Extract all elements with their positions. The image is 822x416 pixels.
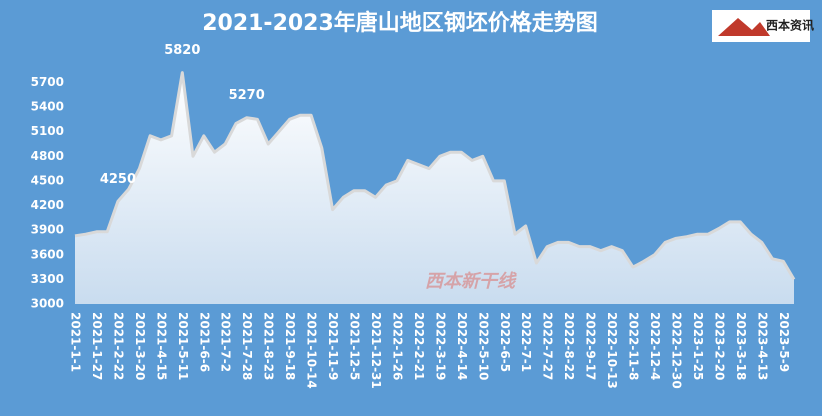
x-tick-label: 2022-7-27 [541, 312, 555, 380]
x-tick-label: 2021-5-11 [176, 312, 190, 380]
y-tick-label: 3600 [31, 247, 64, 261]
x-tick-label: 2021-8-23 [262, 312, 276, 380]
watermark: 西本新干线 [425, 271, 517, 292]
x-tick-label: 2022-4-14 [455, 312, 469, 380]
x-tick-label: 2023-5-9 [777, 312, 791, 372]
y-tick-label: 5400 [31, 100, 64, 114]
chart-title: 2021-2023年唐山地区钢坯价格走势图 [202, 10, 598, 36]
x-tick-label: 2022-10-13 [605, 312, 619, 389]
x-tick-label: 2022-11-8 [627, 312, 641, 380]
x-tick-label: 2022-1-26 [390, 312, 404, 380]
y-tick-label: 3900 [31, 223, 64, 237]
x-tick-label: 2023-2-20 [712, 312, 726, 380]
x-tick-label: 2022-12-30 [669, 312, 683, 389]
annotation: 5820 [164, 43, 200, 58]
x-tick-label: 2021-1-1 [69, 312, 83, 372]
x-tick-label: 2023-1-25 [691, 312, 705, 380]
x-tick-label: 2021-7-28 [240, 312, 254, 380]
x-tick-label: 2021-12-31 [369, 312, 383, 389]
x-tick-label: 2022-7-1 [519, 312, 533, 372]
annotation: 5270 [229, 88, 265, 103]
x-tick-label: 2021-6-6 [197, 312, 211, 372]
y-tick-label: 4800 [31, 149, 64, 163]
y-tick-label: 4200 [31, 198, 64, 212]
x-tick-label: 2021-12-5 [348, 312, 362, 380]
logo-icon [718, 18, 770, 36]
x-tick-label: 2021-7-2 [219, 312, 233, 372]
x-tick-label: 2022-5-10 [476, 312, 490, 380]
x-tick-label: 2022-3-19 [433, 312, 447, 380]
x-tick-label: 2022-12-4 [648, 312, 662, 380]
annotation: 4250 [100, 172, 136, 187]
logo-text: 西本资讯 [766, 18, 814, 33]
area [75, 72, 794, 304]
x-tick-label: 2021-1-27 [90, 312, 104, 380]
x-tick-label: 2021-11-9 [326, 312, 340, 380]
x-tick-label: 2021-3-20 [133, 312, 147, 380]
y-tick-label: 5700 [31, 75, 64, 89]
y-tick-label: 3000 [31, 297, 64, 311]
x-tick-label: 2022-9-17 [584, 312, 598, 380]
y-tick-label: 4500 [31, 173, 64, 187]
x-tick-label: 2022-6-5 [498, 312, 512, 372]
x-tick-label: 2021-4-15 [154, 312, 168, 380]
x-tick-label: 2021-10-14 [305, 312, 319, 389]
x-tick-label: 2022-2-21 [412, 312, 426, 380]
y-tick-label: 3300 [31, 272, 64, 286]
line [74, 71, 796, 281]
x-tick-label: 2022-8-22 [562, 312, 576, 380]
x-tick-label: 2023-4-13 [755, 312, 769, 380]
y-tick-label: 5100 [31, 124, 64, 138]
x-tick-label: 2021-9-18 [283, 312, 297, 380]
x-tick-label: 2021-2-22 [111, 312, 125, 380]
x-tick-label: 2023-3-18 [734, 312, 748, 380]
